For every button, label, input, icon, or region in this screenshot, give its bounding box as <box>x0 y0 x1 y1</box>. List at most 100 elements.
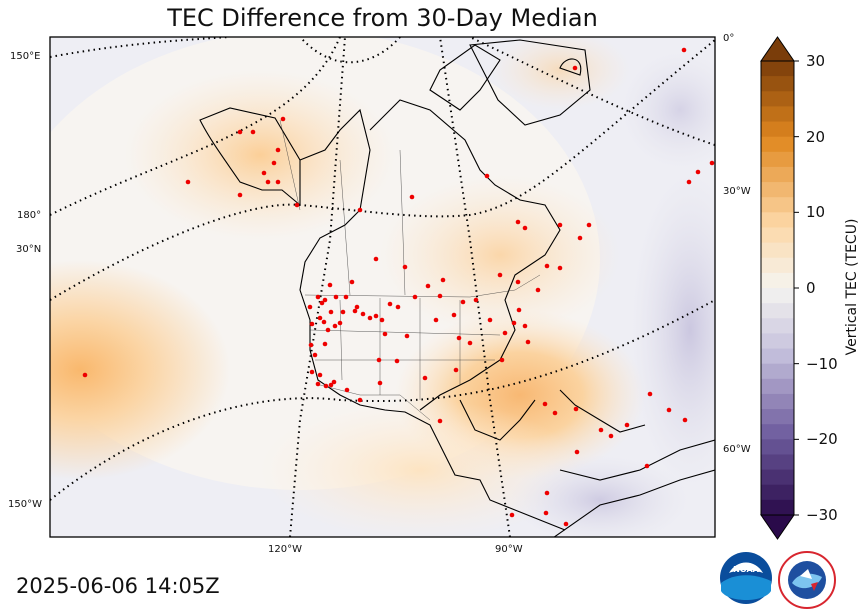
gnss-station-marker <box>433 317 439 323</box>
colorbar-segment <box>761 227 794 244</box>
colorbar-segment <box>761 242 794 259</box>
colorbar-segment <box>761 469 794 486</box>
gnss-station-marker <box>328 309 334 315</box>
colorbar-segment <box>761 484 794 501</box>
colorbar-segment <box>761 288 794 304</box>
gnss-station-marker <box>275 147 281 153</box>
gnss-station-marker <box>543 510 549 516</box>
gnss-station-marker <box>280 116 286 122</box>
lat-label-30w: 30°W <box>723 186 751 197</box>
gnss-station-marker <box>577 235 583 241</box>
gnss-station-marker <box>367 315 373 321</box>
gnss-station-marker <box>325 327 331 333</box>
gnss-station-marker <box>544 490 550 496</box>
gnss-station-marker <box>608 433 614 439</box>
gnss-station-marker <box>343 294 349 300</box>
gnss-station-marker <box>511 320 517 326</box>
colorbar-tick-label: 10 <box>806 203 826 222</box>
gnss-station-marker <box>344 387 350 393</box>
colorbar-segment <box>761 136 794 153</box>
gnss-station-marker <box>572 65 578 71</box>
lat-label-30n: 30°N <box>16 244 42 255</box>
gnss-station-marker <box>340 309 346 315</box>
gnss-station-marker <box>382 331 388 337</box>
lat-label-150e: 150°E <box>10 51 41 62</box>
gnss-station-marker <box>695 169 701 175</box>
gnss-station-marker <box>574 449 580 455</box>
tec-anomaly-mexico <box>260 400 580 537</box>
colorbar-segment <box>761 257 794 274</box>
colorbar-extend-min <box>760 514 795 540</box>
lat-label-180: 180° <box>17 210 42 221</box>
gnss-station-marker <box>557 265 563 271</box>
gnss-station-marker <box>404 333 410 339</box>
gnss-station-marker <box>265 179 271 185</box>
gnss-station-marker <box>451 312 457 318</box>
colorbar-segment <box>761 348 794 365</box>
gnss-station-marker <box>563 521 569 527</box>
gnss-station-marker <box>484 173 490 179</box>
gnss-station-marker <box>354 304 360 310</box>
gnss-station-marker <box>440 277 446 283</box>
gnss-station-marker <box>337 320 343 326</box>
gnss-station-marker <box>327 282 333 288</box>
colorbar-segment <box>761 378 794 395</box>
gnss-station-marker <box>573 406 579 412</box>
colorbar <box>760 36 799 540</box>
gnss-station-marker <box>373 313 379 319</box>
gnss-station-marker <box>333 294 339 300</box>
gnss-station-marker <box>544 263 550 269</box>
gnss-station-marker <box>307 304 313 310</box>
gnss-station-marker <box>237 129 243 135</box>
gnss-station-marker <box>624 422 630 428</box>
gnss-station-marker <box>467 340 473 346</box>
gnss-station-marker <box>666 407 672 413</box>
gnss-station-marker <box>497 272 503 278</box>
lat-label-60w: 60°W <box>723 444 751 455</box>
gnss-station-marker <box>321 319 327 325</box>
gnss-station-marker <box>82 372 88 378</box>
gnss-station-marker <box>322 341 328 347</box>
colorbar-segment <box>761 409 794 425</box>
gnss-station-marker <box>586 222 592 228</box>
colorbar-segment <box>761 197 794 213</box>
gnss-station-marker <box>323 383 329 389</box>
gnss-station-marker <box>412 294 418 300</box>
gnss-station-marker <box>515 219 521 225</box>
gnss-station-marker <box>185 179 191 185</box>
gnss-station-marker <box>515 279 521 285</box>
timestamp: 2025-06-06 14:05Z <box>16 574 220 598</box>
gnss-station-marker <box>422 375 428 381</box>
tec-anomaly-atlantic <box>630 170 715 490</box>
gnss-station-marker <box>317 315 323 321</box>
gnss-station-marker <box>598 427 604 433</box>
gnss-station-marker <box>499 357 505 363</box>
colorbar-segment <box>761 499 794 516</box>
lat-label-150w: 150°W <box>8 499 42 510</box>
lat-label-0: 0° <box>723 33 735 44</box>
colorbar-segment <box>761 182 794 198</box>
colorbar-segment <box>761 318 794 334</box>
tec-anomaly-alaska <box>125 70 395 240</box>
gnss-station-marker <box>409 194 415 200</box>
gnss-station-marker <box>373 256 379 262</box>
nws-logo <box>778 551 836 609</box>
gnss-station-marker <box>379 317 385 323</box>
map-border <box>49 36 716 538</box>
gnss-station-marker <box>522 323 528 329</box>
gnss-station-marker <box>460 299 466 305</box>
figure-title: TEC Difference from 30-Day Median <box>167 4 598 32</box>
gnss-station-marker <box>360 311 366 317</box>
colorbar-segment <box>761 106 794 123</box>
gnss-station-marker <box>309 321 315 327</box>
colorbar-segment <box>761 424 794 440</box>
graticule <box>50 37 715 537</box>
gnss-station-marker <box>387 301 393 307</box>
gnss-station-marker <box>315 381 321 387</box>
borders <box>279 119 541 421</box>
gnss-station-marker <box>312 352 318 358</box>
gnss-station-marker <box>644 463 650 469</box>
noaa-logo: NOAA <box>720 552 772 604</box>
colorbar-segment <box>761 333 794 350</box>
gnss-station-marker <box>309 369 315 375</box>
